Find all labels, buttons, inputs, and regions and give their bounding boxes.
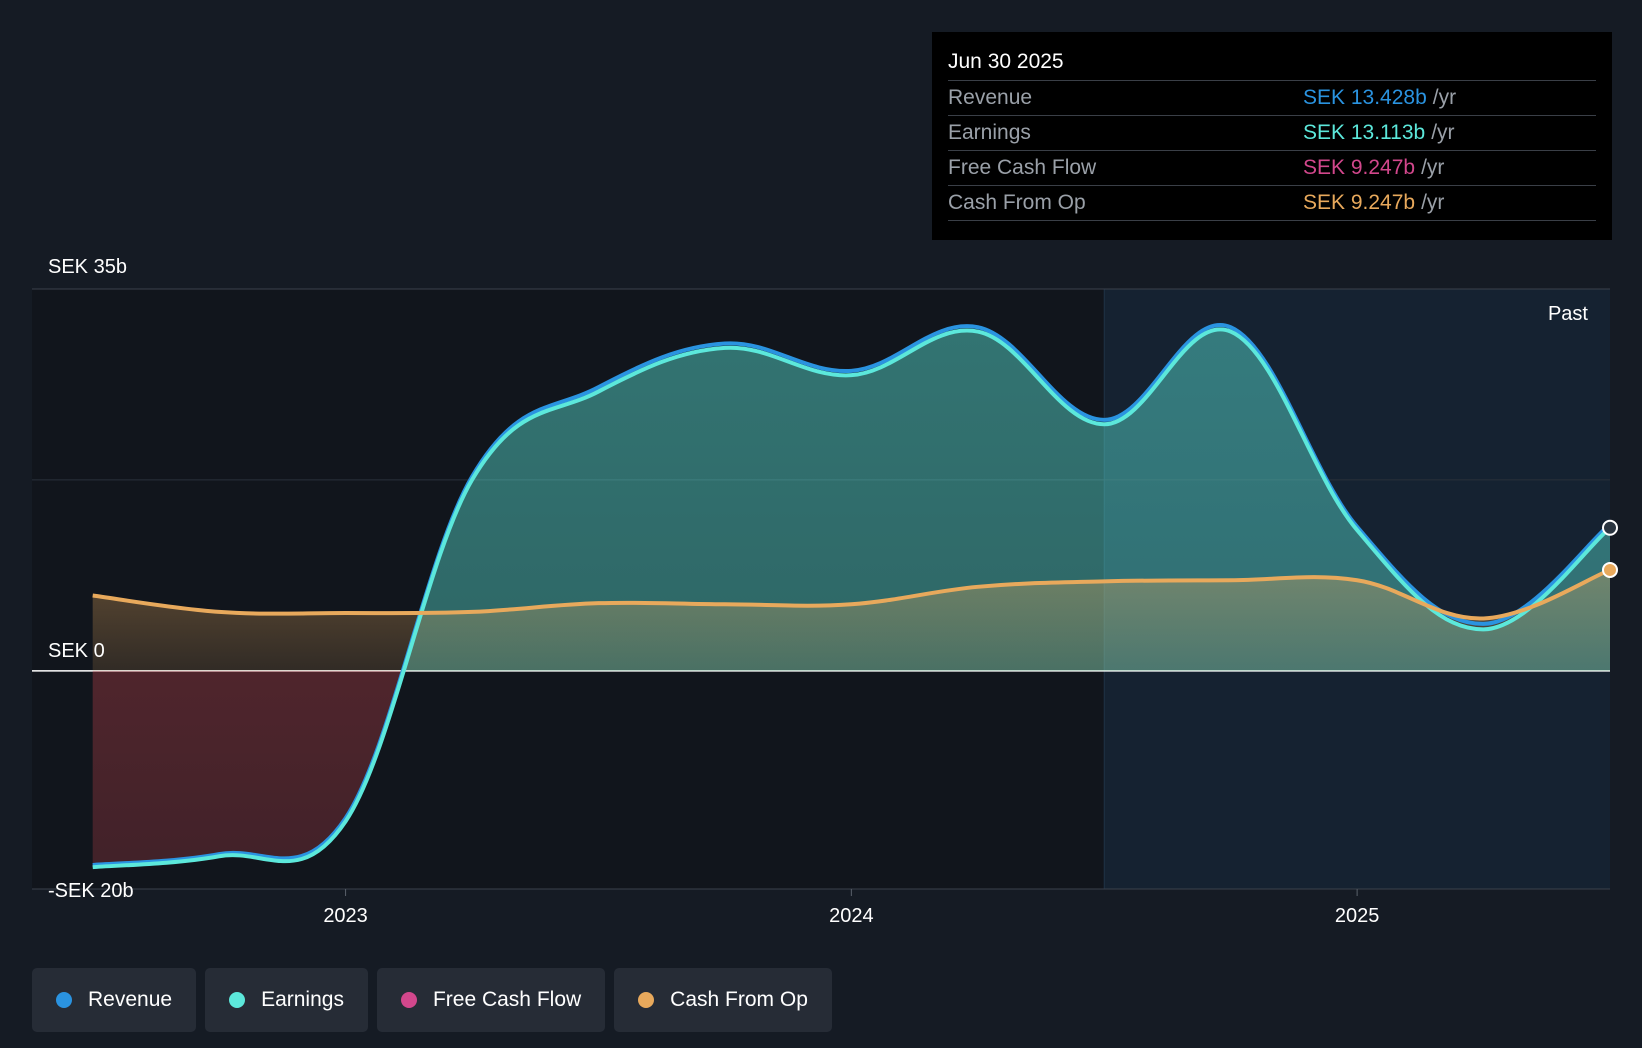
cash-from-op-line [92, 568, 1611, 621]
tooltip-row-cash-from-op: Cash From Op SEK 9.247b /yr [948, 186, 1596, 221]
cash-from-op-dot-icon [638, 992, 655, 1008]
tooltip-value: SEK 9.247b [1303, 191, 1416, 214]
cash-from-op-area [92, 569, 1611, 671]
legend-item-earnings[interactable]: Earnings [205, 968, 368, 1032]
legend-item-revenue[interactable]: Revenue [32, 968, 197, 1032]
tooltip-value: SEK 9.247b [1303, 156, 1416, 179]
earnings-negative-area [92, 670, 404, 868]
tooltip-row-revenue: Revenue SEK 13.428b /yr [948, 81, 1596, 116]
tooltip-label: Free Cash Flow [948, 156, 1097, 179]
y-axis-labels: SEK 35b SEK 0 -SEK 20b [48, 256, 134, 902]
legend-label: Free Cash Flow [432, 988, 582, 1011]
tooltip-unit: /yr [1421, 156, 1445, 179]
revenue-dot-icon [56, 992, 72, 1008]
legend-label: Earnings [261, 988, 344, 1011]
legend-item-free-cash-flow[interactable]: Free Cash Flow [376, 968, 606, 1032]
tooltip-unit: /yr [1421, 191, 1445, 214]
tooltip-row-free-cash-flow: Free Cash Flow SEK 9.247b /yr [948, 151, 1596, 186]
legend-item-cash-from-op[interactable]: Cash From Op [614, 968, 832, 1032]
legend-label: Revenue [88, 988, 173, 1011]
x-tick-label: 2025 [1335, 905, 1380, 927]
tooltip: Jun 30 2025 Revenue SEK 13.428b /yr Earn… [932, 32, 1612, 240]
series-lines [92, 323, 1612, 870]
tooltip-value: SEK 13.113b [1303, 121, 1426, 144]
legend: Revenue Earnings Free Cash Flow Cash Fro… [32, 968, 832, 1032]
earnings-end-point [1602, 519, 1618, 536]
legend-label: Cash From Op [670, 988, 808, 1011]
x-tick-label: 2023 [323, 905, 368, 927]
tooltip-row-earnings: Earnings SEK 13.113b /yr [948, 116, 1596, 151]
tooltip-unit: /yr [1431, 121, 1455, 144]
x-tick-label: 2024 [829, 905, 874, 927]
x-axis-labels: 2023 2024 2025 [323, 889, 1379, 927]
y-tick-label: SEK 0 [48, 640, 105, 662]
past-label: Past [1548, 303, 1588, 325]
series-endpoints [1602, 519, 1618, 578]
earnings-line [92, 327, 1612, 870]
tooltip-date: Jun 30 2025 [948, 46, 1596, 81]
free-cash-flow-dot-icon [400, 992, 417, 1008]
tooltip-unit: /yr [1432, 86, 1457, 109]
series-areas [92, 329, 1611, 868]
tooltip-label: Earnings [948, 121, 1031, 144]
y-tick-label: SEK 35b [48, 256, 127, 278]
cash-from-op-end-point [1602, 561, 1618, 578]
y-tick-label: -SEK 20b [48, 880, 134, 902]
tooltip-value: SEK 13.428b [1303, 86, 1427, 109]
earnings-dot-icon [229, 992, 246, 1008]
tooltip-label: Cash From Op [948, 191, 1086, 214]
tooltip-label: Revenue [948, 86, 1033, 109]
